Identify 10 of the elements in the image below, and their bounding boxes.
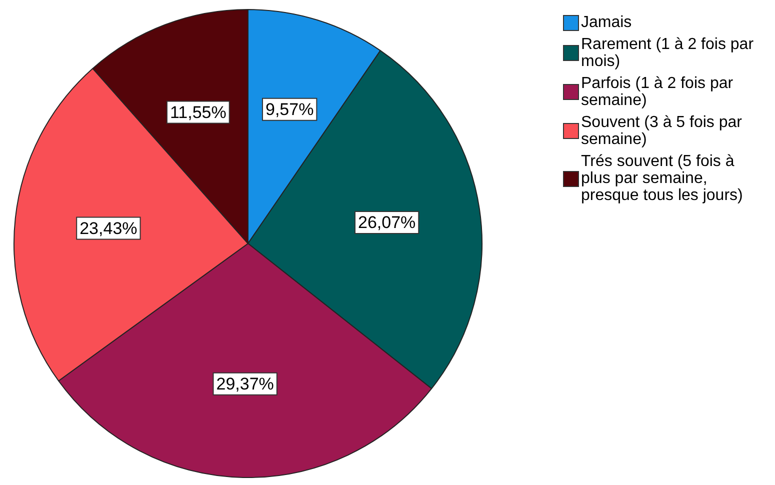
data-label: 29,37% <box>216 374 274 394</box>
data-label: 23,43% <box>80 218 138 238</box>
data-label: 9,57% <box>265 100 314 120</box>
legend-label: Souvent (3 à 5 fois par semaine) <box>581 114 743 148</box>
data-label: 11,55% <box>170 102 226 122</box>
legend-label: Rarement (1 à 2 fois par mois) <box>581 36 755 70</box>
legend-label: Trés souvent (5 fois à plus par semaine, presque tous les jours) <box>581 153 744 204</box>
legend-label: Parfois (1 à 2 fois par semaine) <box>581 75 734 109</box>
data-label: 26,07% <box>358 213 416 232</box>
legend-label: Jamais <box>581 14 632 31</box>
